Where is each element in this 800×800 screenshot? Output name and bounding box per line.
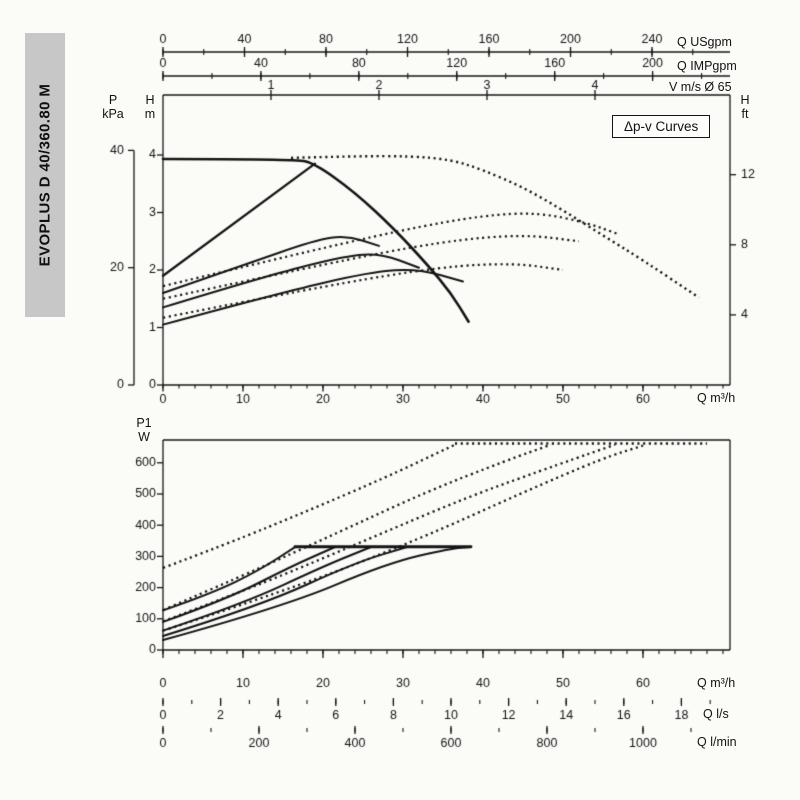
axis-unit-head-ft: H ft	[733, 93, 757, 121]
head-m-unit-line2: m	[144, 107, 156, 121]
axis-unit-velocity: V m/s Ø 65	[669, 80, 732, 94]
model-sidebar: EVOPLUS D 40/360.80 M	[25, 33, 65, 317]
power-unit-line2: W	[138, 430, 150, 444]
model-name: EVOPLUS D 40/360.80 M	[36, 83, 54, 267]
axis-unit-power: P1 W	[131, 416, 157, 444]
axis-unit-pressure-kpa: P kPa	[96, 93, 130, 121]
axis-unit-impgpm: Q IMPgpm	[677, 59, 737, 73]
pressure-unit-line2: kPa	[102, 107, 124, 121]
axis-unit-flow-ls: Q l/s	[703, 707, 729, 721]
head-ft-unit-line2: ft	[741, 107, 749, 121]
dpv-curves-label: Δp-v Curves	[624, 119, 699, 134]
axis-unit-flow-top: Q m³/h	[697, 391, 736, 405]
dpv-curves-box: Δp-v Curves	[612, 115, 711, 138]
pressure-unit-line1: P	[108, 93, 118, 107]
axis-unit-flow-lmin: Q l/min	[697, 735, 737, 749]
head-ft-unit-line1: H	[740, 93, 750, 107]
power-unit-line1: P1	[136, 416, 152, 430]
axis-unit-head-m: H m	[140, 93, 160, 121]
axis-unit-flow-bottom: Q m³/h	[697, 676, 736, 690]
head-m-unit-line1: H	[145, 93, 155, 107]
axis-unit-usgpm: Q USgpm	[677, 35, 732, 49]
